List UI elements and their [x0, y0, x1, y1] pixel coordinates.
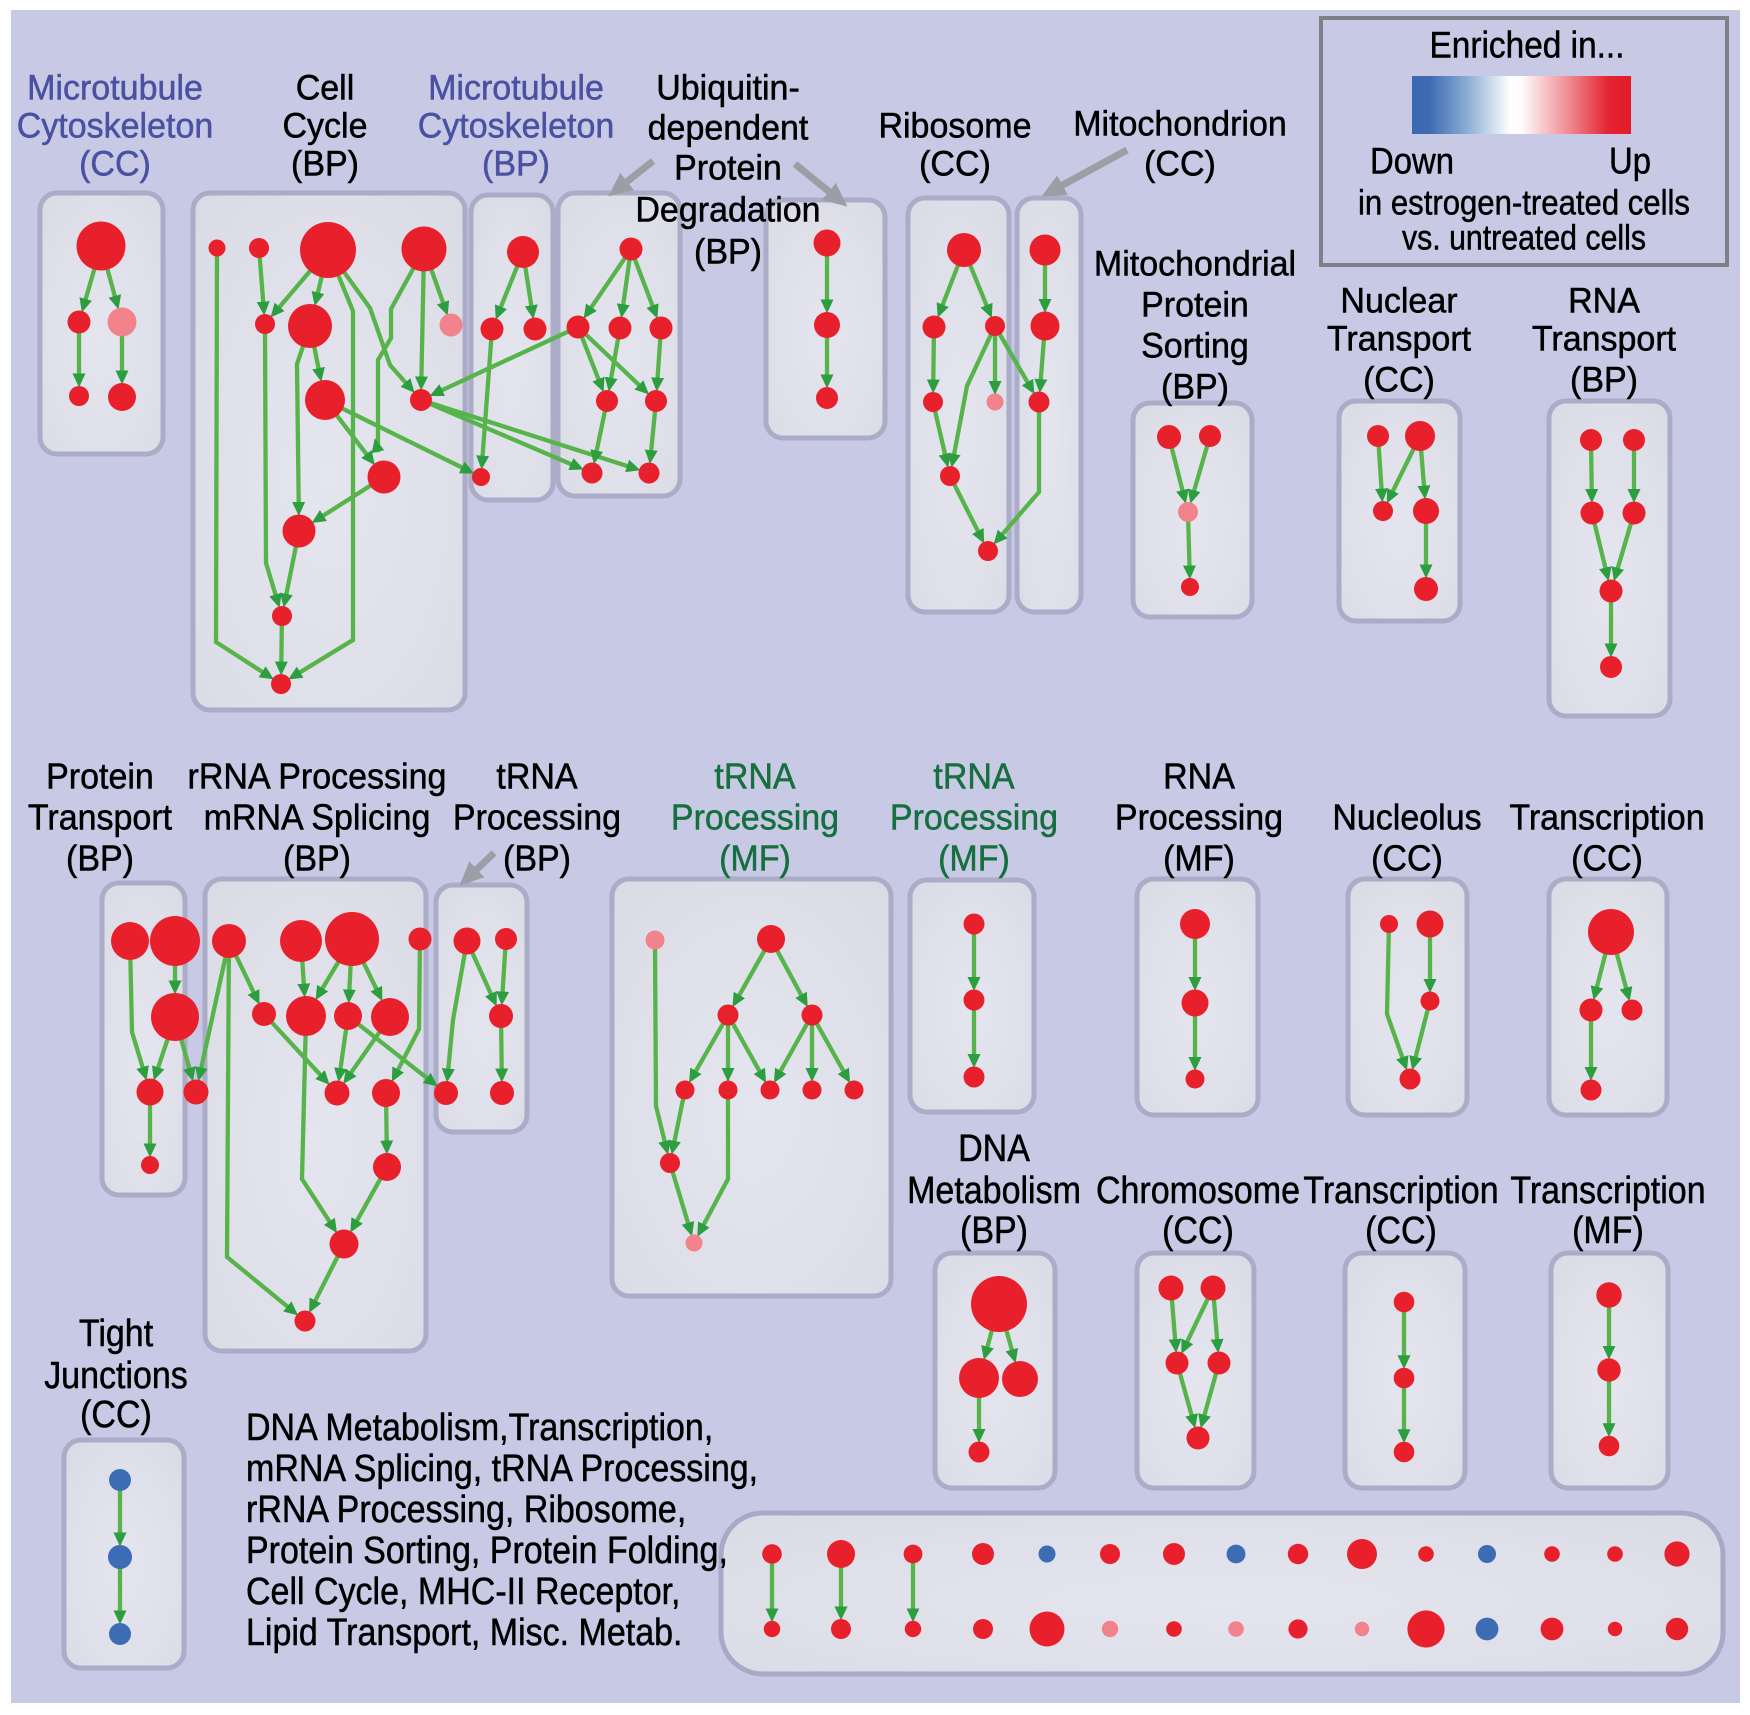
svg-text:mRNA Splicing, tRNA Processing: mRNA Splicing, tRNA Processing, — [246, 1448, 758, 1490]
svg-text:Junctions: Junctions — [44, 1355, 188, 1397]
svg-text:Lipid Transport, Misc. Metab.: Lipid Transport, Misc. Metab. — [246, 1612, 683, 1654]
svg-text:tRNA: tRNA — [714, 756, 795, 797]
svg-text:Microtubule: Microtubule — [428, 69, 604, 108]
svg-text:Transport: Transport — [1532, 320, 1676, 359]
svg-text:(CC): (CC) — [80, 1394, 152, 1436]
svg-text:RNA: RNA — [1568, 282, 1640, 321]
svg-text:rRNA Processing: rRNA Processing — [188, 756, 447, 797]
svg-text:Down: Down — [1370, 141, 1454, 182]
svg-text:Transcription: Transcription — [1509, 797, 1704, 838]
svg-text:Protein: Protein — [46, 756, 154, 797]
svg-text:Sorting: Sorting — [1141, 327, 1249, 366]
svg-text:Tight: Tight — [79, 1313, 154, 1355]
svg-text:Mitochondrial: Mitochondrial — [1094, 245, 1296, 284]
svg-text:Nuclear: Nuclear — [1340, 282, 1458, 321]
svg-text:DNA Metabolism,Transcription,: DNA Metabolism,Transcription, — [246, 1407, 713, 1449]
svg-text:dependent: dependent — [648, 109, 809, 148]
svg-text:Mitochondrion: Mitochondrion — [1073, 105, 1287, 144]
svg-text:(BP): (BP) — [960, 1210, 1028, 1252]
svg-text:(CC): (CC) — [79, 145, 151, 184]
svg-text:(BP): (BP) — [291, 145, 359, 184]
svg-text:RNA: RNA — [1163, 756, 1235, 797]
svg-text:(BP): (BP) — [66, 838, 134, 879]
svg-text:Metabolism: Metabolism — [907, 1170, 1081, 1212]
svg-text:(CC): (CC) — [1363, 361, 1435, 400]
svg-text:Cell Cycle, MHC-II Receptor,: Cell Cycle, MHC-II Receptor, — [246, 1571, 681, 1613]
svg-text:(CC): (CC) — [1371, 838, 1443, 879]
svg-text:Transport: Transport — [28, 797, 172, 838]
svg-text:(BP): (BP) — [1161, 368, 1229, 407]
svg-text:Cytoskeleton: Cytoskeleton — [17, 107, 214, 146]
svg-text:Nucleolus: Nucleolus — [1332, 797, 1481, 838]
svg-text:Enriched in...: Enriched in... — [1430, 25, 1625, 66]
svg-text:(BP): (BP) — [482, 145, 550, 184]
svg-text:(BP): (BP) — [283, 838, 351, 879]
svg-text:Transcription: Transcription — [1510, 1170, 1705, 1212]
svg-text:(MF): (MF) — [1572, 1210, 1644, 1252]
svg-text:Up: Up — [1609, 141, 1651, 182]
svg-text:(CC): (CC) — [919, 145, 991, 184]
svg-text:Protein: Protein — [1141, 286, 1249, 325]
svg-text:Processing: Processing — [890, 797, 1058, 838]
svg-text:tRNA: tRNA — [933, 756, 1014, 797]
svg-text:Degradation: Degradation — [635, 191, 820, 230]
svg-text:Transport: Transport — [1327, 320, 1471, 359]
svg-text:(MF): (MF) — [719, 838, 791, 879]
svg-text:(MF): (MF) — [938, 838, 1010, 879]
svg-text:in estrogen-treated cells: in estrogen-treated cells — [1358, 184, 1690, 223]
svg-text:mRNA Splicing: mRNA Splicing — [204, 797, 431, 838]
svg-text:rRNA Processing, Ribosome,: rRNA Processing, Ribosome, — [246, 1489, 686, 1531]
svg-text:Chromosome: Chromosome — [1096, 1170, 1300, 1212]
svg-text:Cell: Cell — [296, 69, 355, 108]
svg-text:Ribosome: Ribosome — [878, 107, 1031, 146]
svg-text:Processing: Processing — [671, 797, 839, 838]
svg-text:vs. untreated cells: vs. untreated cells — [1402, 219, 1646, 258]
svg-text:(CC): (CC) — [1365, 1210, 1437, 1252]
svg-text:tRNA: tRNA — [496, 756, 577, 797]
svg-text:(CC): (CC) — [1571, 838, 1643, 879]
svg-text:Microtubule: Microtubule — [27, 69, 203, 108]
svg-text:(MF): (MF) — [1163, 838, 1235, 879]
svg-text:(CC): (CC) — [1162, 1210, 1234, 1252]
svg-text:Processing: Processing — [1115, 797, 1283, 838]
svg-text:(CC): (CC) — [1144, 145, 1216, 184]
svg-text:Cytoskeleton: Cytoskeleton — [418, 107, 615, 146]
svg-text:Protein: Protein — [674, 149, 782, 188]
svg-text:Ubiquitin-: Ubiquitin- — [656, 69, 800, 108]
svg-text:DNA: DNA — [958, 1128, 1030, 1170]
svg-text:Processing: Processing — [453, 797, 621, 838]
svg-text:Cycle: Cycle — [283, 107, 368, 146]
svg-text:(BP): (BP) — [694, 233, 762, 272]
svg-text:(BP): (BP) — [1570, 361, 1638, 400]
svg-text:Transcription: Transcription — [1303, 1170, 1498, 1212]
svg-text:Protein Sorting, Protein Foldi: Protein Sorting, Protein Folding, — [246, 1530, 728, 1572]
svg-text:(BP): (BP) — [503, 838, 571, 879]
